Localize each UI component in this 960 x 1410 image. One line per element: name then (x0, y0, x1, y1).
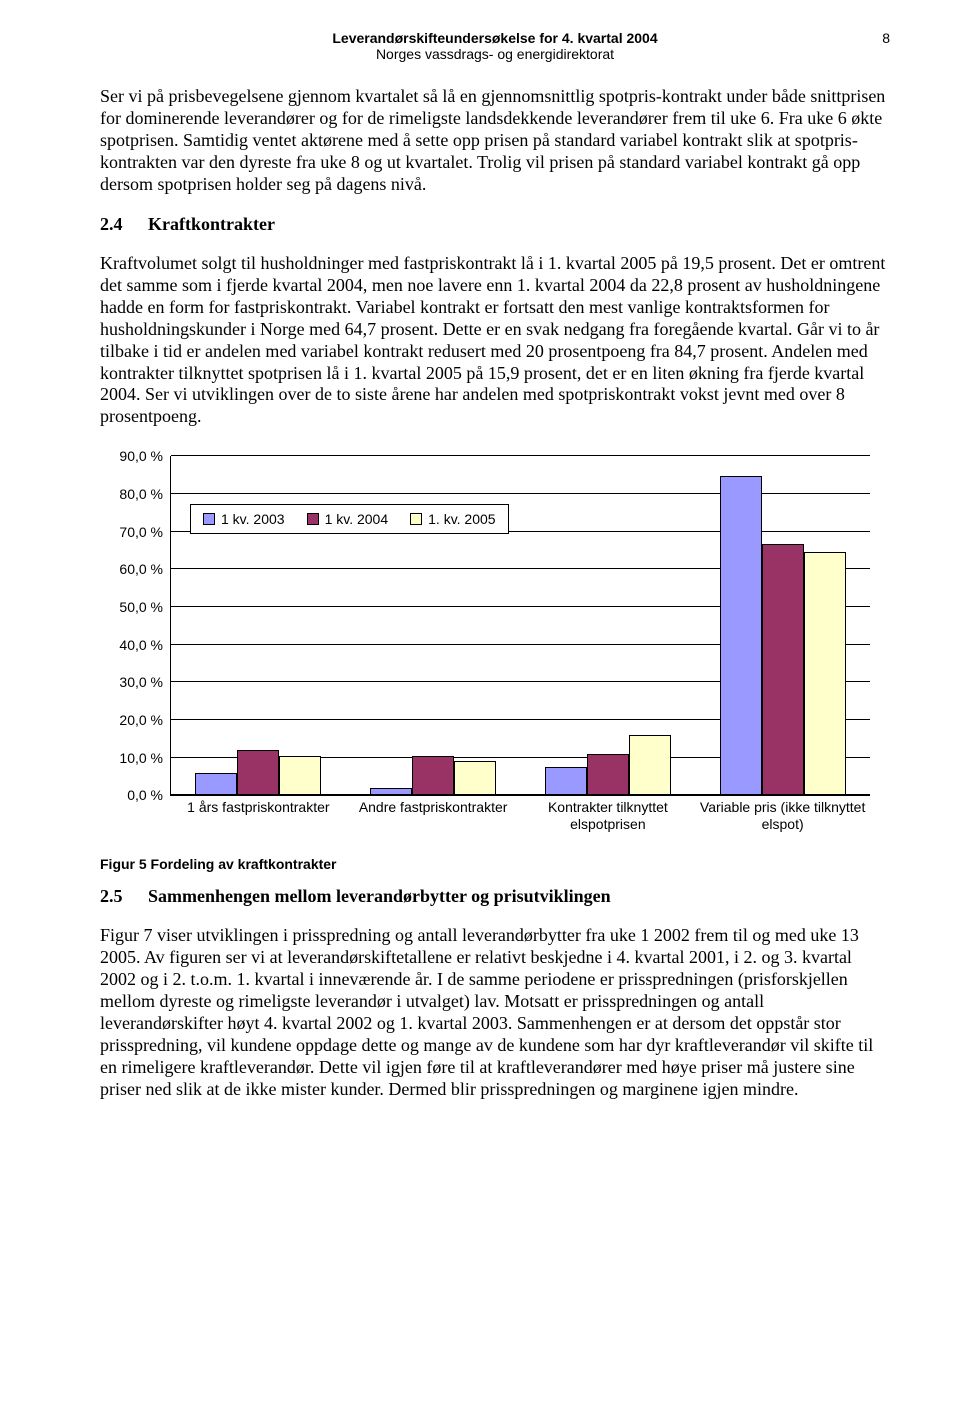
bar (279, 756, 321, 796)
paragraph-2: Kraftvolumet solgt til husholdninger med… (100, 253, 890, 429)
section-25-title: Sammenhengen mellom leverandørbytter og … (148, 886, 611, 906)
y-tick-label: 50,0 % (119, 599, 171, 615)
section-25-num: 2.5 (100, 886, 148, 907)
y-tick-label: 70,0 % (119, 524, 171, 540)
y-tick-label: 80,0 % (119, 486, 171, 502)
category-group: Kontrakter tilknyttet elspotprisen (521, 456, 696, 795)
bar (370, 788, 412, 796)
legend-label: 1 kv. 2004 (325, 511, 389, 527)
y-tick-label: 10,0 % (119, 750, 171, 766)
x-tick-label: 1 års fastpriskontrakter (171, 795, 346, 816)
header-subtitle: Norges vassdrags- og energidirektorat (100, 46, 890, 62)
bar (720, 476, 762, 795)
chart-container: 0,0 % 10,0 % 20,0 % 30,0 % 40,0 % 50,0 % 60,0 … (100, 446, 880, 826)
y-tick-label: 40,0 % (119, 637, 171, 653)
x-tick-label: Kontrakter tilknyttet elspotprisen (521, 795, 696, 833)
bar (762, 544, 804, 795)
legend-item: 1 kv. 2004 (307, 511, 389, 527)
legend-swatch (203, 513, 215, 525)
bar (587, 754, 629, 796)
section-heading-24: 2.4Kraftkontrakter (100, 214, 890, 235)
section-24-title: Kraftkontrakter (148, 214, 275, 234)
legend-label: 1 kv. 2003 (221, 511, 285, 527)
paragraph-1: Ser vi på prisbevegelsene gjennom kvarta… (100, 86, 890, 196)
x-tick-label: Andre fastpriskontrakter (346, 795, 521, 816)
figure-5-caption: Figur 5 Fordeling av kraftkontrakter (100, 856, 890, 872)
category-group: Variable pris (ikke tilknyttet elspot) (695, 456, 870, 795)
paragraph-3: Figur 7 viser utviklingen i prissprednin… (100, 925, 890, 1101)
x-tick-label: Variable pris (ikke tilknyttet elspot) (695, 795, 870, 833)
bar (804, 552, 846, 796)
section-heading-25: 2.5Sammenhengen mellom leverandørbytter … (100, 886, 890, 907)
bar (545, 767, 587, 795)
bar (629, 735, 671, 795)
page-number: 8 (882, 30, 890, 46)
y-tick-label: 90,0 % (119, 448, 171, 464)
section-24-num: 2.4 (100, 214, 148, 235)
bar (412, 756, 454, 796)
chart-legend: 1 kv. 2003 1 kv. 2004 1. kv. 2005 (190, 504, 509, 534)
page-header: Leverandørskifteundersøkelse for 4. kvar… (100, 30, 890, 62)
y-tick-label: 0,0 % (127, 787, 171, 803)
legend-label: 1. kv. 2005 (428, 511, 495, 527)
bar (195, 773, 237, 796)
legend-item: 1. kv. 2005 (410, 511, 495, 527)
bar (454, 761, 496, 795)
legend-item: 1 kv. 2003 (203, 511, 285, 527)
y-tick-label: 20,0 % (119, 712, 171, 728)
legend-swatch (410, 513, 422, 525)
legend-swatch (307, 513, 319, 525)
bar (237, 750, 279, 795)
grouped-bar-chart: 0,0 % 10,0 % 20,0 % 30,0 % 40,0 % 50,0 % 60,0 … (100, 446, 880, 826)
y-tick-label: 30,0 % (119, 674, 171, 690)
y-tick-label: 60,0 % (119, 561, 171, 577)
header-title: Leverandørskifteundersøkelse for 4. kvar… (332, 30, 657, 46)
